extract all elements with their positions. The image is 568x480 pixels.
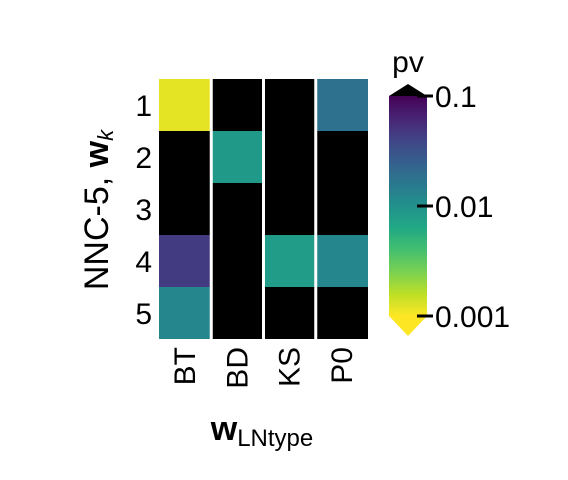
heatmap-cell-r2-BD <box>211 131 264 183</box>
y-tick-labels: 1 2 3 4 5 <box>135 90 152 331</box>
heatmap-cell-r1-BT <box>159 79 212 131</box>
heatmap-cell-r5-P0 <box>315 287 368 339</box>
heatmap-cell-r4-KS <box>263 235 316 287</box>
y-tick-label: 5 <box>135 298 152 331</box>
heatmap-cells <box>159 79 368 339</box>
y-axis-label: NNC-5, wk <box>78 129 118 290</box>
colorbar-extend-bottom <box>389 316 427 336</box>
x-tick-label: P0 <box>326 347 359 384</box>
heatmap-cell-r2-BT <box>159 131 212 183</box>
heatmap-cell-r4-P0 <box>315 235 368 287</box>
y-tick-label: 3 <box>135 194 152 227</box>
x-tick-labels: BT BD KS P0 <box>169 347 359 389</box>
y-axis-label-bold: w <box>78 140 116 168</box>
colorbar-ticks: 0.1 0.01 0.001 <box>417 81 510 334</box>
heatmap-cell-r2-KS <box>263 131 316 183</box>
x-axis-label-sub: LNtype <box>237 425 313 452</box>
heatmap-cell-r1-BD <box>211 79 264 131</box>
x-axis-label-bold: w <box>210 410 238 448</box>
heatmap-cell-r3-KS <box>263 183 316 235</box>
colorbar-tick-label: 0.01 <box>435 191 493 224</box>
heatmap-cell-r3-BD <box>211 183 264 235</box>
heatmap-cell-r3-BT <box>159 183 212 235</box>
colorbar-title: pv <box>392 46 424 79</box>
x-axis-label: wLNtype <box>210 410 314 452</box>
heatmap-cell-r4-BD <box>211 235 264 287</box>
colorbar-tick-label: 0.001 <box>435 301 510 334</box>
heatmap-cell-r5-BT <box>159 287 212 339</box>
heatmap-cell-r1-P0 <box>315 79 368 131</box>
y-axis-label-sub: k <box>93 129 118 141</box>
x-tick-label: KS <box>274 347 307 387</box>
x-tick-label: BT <box>169 347 202 385</box>
y-axis-label-main: NNC-5, <box>78 167 116 290</box>
colorbar-extend-top <box>389 84 427 96</box>
y-tick-label: 1 <box>135 90 152 123</box>
x-tick-label: BD <box>221 347 254 389</box>
colorbar-tick-label: 0.1 <box>435 81 477 114</box>
y-tick-label: 2 <box>135 142 152 175</box>
y-tick-label: 4 <box>135 246 152 279</box>
heatmap-cell-r4-BT <box>159 235 212 287</box>
heatmap-cell-r5-BD <box>211 287 264 339</box>
heatmap-cell-r2-P0 <box>315 131 368 183</box>
colorbar: pv 0.1 0.01 0.001 <box>389 46 510 336</box>
heatmap-cell-r5-KS <box>263 287 316 339</box>
heatmap-cell-r3-P0 <box>315 183 368 235</box>
heatmap-cell-r1-KS <box>263 79 316 131</box>
